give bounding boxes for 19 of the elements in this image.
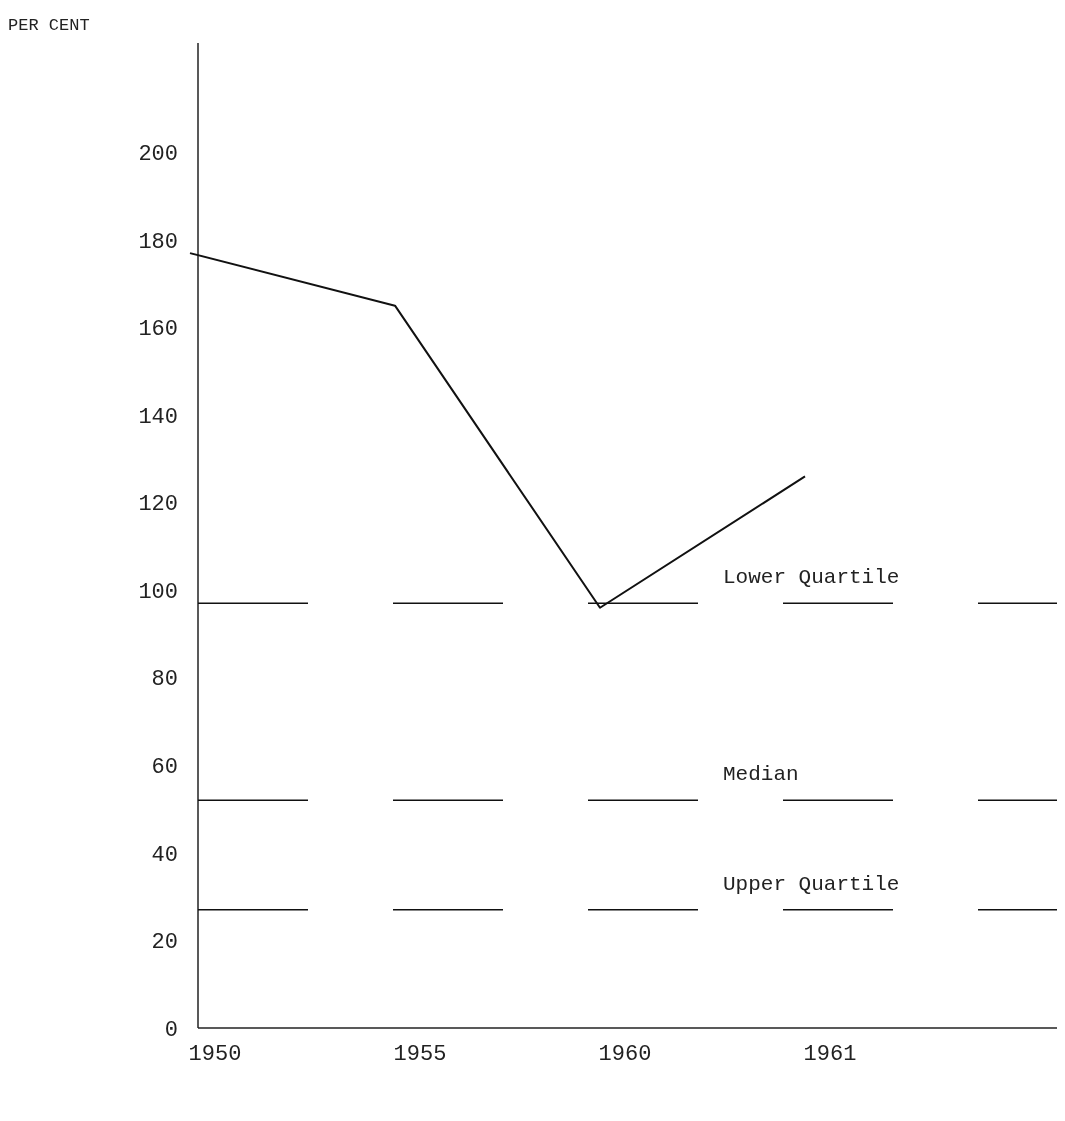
y-tick-label: 40 — [151, 842, 178, 868]
y-axis-title: PER CENT — [8, 16, 90, 35]
x-tick-label: 1950 — [188, 1042, 242, 1067]
y-tick-label: 160 — [138, 317, 178, 343]
y-tick-label: 100 — [138, 579, 178, 605]
y-tick-label: 60 — [151, 755, 178, 781]
y-tick-label: 200 — [138, 142, 178, 168]
ref-line-label: Lower Quartile — [723, 566, 900, 590]
ref-line-label: Upper Quartile — [723, 872, 900, 896]
x-tick-label: 1955 — [393, 1042, 447, 1067]
ref-line-label: Median — [723, 763, 799, 787]
y-tick-label: 80 — [151, 667, 178, 693]
y-tick-label: 0 — [164, 1017, 178, 1043]
y-tick-label: 180 — [138, 229, 178, 255]
x-tick-label: 1961 — [803, 1042, 857, 1067]
y-tick-label: 140 — [138, 404, 178, 430]
y-tick-label: 120 — [138, 492, 178, 518]
x-tick-label: 1960 — [598, 1042, 652, 1067]
y-tick-label: 20 — [151, 930, 178, 956]
